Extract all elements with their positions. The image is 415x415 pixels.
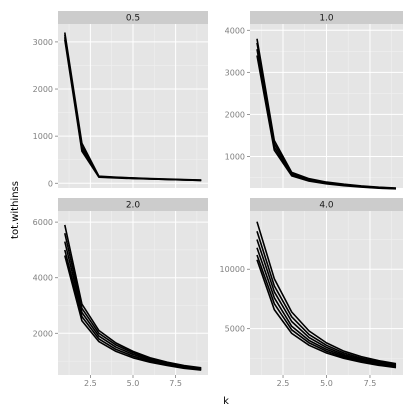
series-line	[64, 255, 202, 371]
facet-strip-label: 0.5	[126, 14, 140, 24]
y-tick-label: 3000	[33, 38, 53, 47]
x-tick-label: 5.0	[320, 379, 333, 388]
facet-strip-label: 1.0	[319, 14, 334, 24]
series-line	[256, 230, 397, 366]
facet-strip-label: 4.0	[319, 201, 334, 211]
series-line	[64, 39, 202, 182]
y-tick-label: 2000	[33, 329, 53, 338]
y-tick-label: 3000	[225, 68, 245, 77]
facet-panel-2: 2.0 2000 4000 6000 2.5 5.0 7.5	[33, 198, 208, 388]
x-tick-label: 7.5	[169, 379, 182, 388]
facet-panel-0: 0.5 0 1000 2000 3000	[33, 11, 208, 188]
series-line	[256, 259, 397, 369]
series-line	[64, 233, 202, 370]
y-tick-label: 4000	[33, 274, 53, 283]
y-tick-label: 10000	[220, 265, 245, 274]
x-tick-label: 2.5	[277, 379, 290, 388]
y-tick-label: 0	[48, 179, 53, 188]
facet-strip-label: 2.0	[126, 201, 141, 211]
facet-strip	[250, 11, 403, 24]
series-line	[256, 239, 397, 367]
y-tick-label: 6000	[33, 218, 53, 227]
x-tick-label: 2.5	[84, 379, 97, 388]
y-axis-title: tot.withinss	[10, 181, 21, 239]
x-axis-title: k	[223, 396, 229, 407]
y-tick-label: 1000	[225, 152, 245, 161]
facet-strip	[58, 198, 208, 211]
facet-panel-3: 4.0 5000 10000 2.5 5.0 7.5	[220, 198, 403, 388]
series-line	[256, 55, 397, 190]
series-line	[256, 221, 397, 365]
y-tick-label: 2000	[225, 110, 245, 119]
series-line	[256, 247, 397, 368]
facet-panel-1: 1.0 1000 2000 3000 4000	[225, 11, 403, 190]
facet-strip	[250, 198, 403, 211]
y-tick-label: 1000	[33, 132, 53, 141]
facet-strip	[58, 11, 208, 24]
x-tick-label: 7.5	[364, 379, 377, 388]
y-tick-label: 4000	[225, 26, 245, 35]
y-tick-label: 5000	[225, 325, 245, 334]
y-tick-label: 2000	[33, 85, 53, 94]
series-line	[256, 254, 397, 368]
x-tick-label: 5.0	[127, 379, 140, 388]
